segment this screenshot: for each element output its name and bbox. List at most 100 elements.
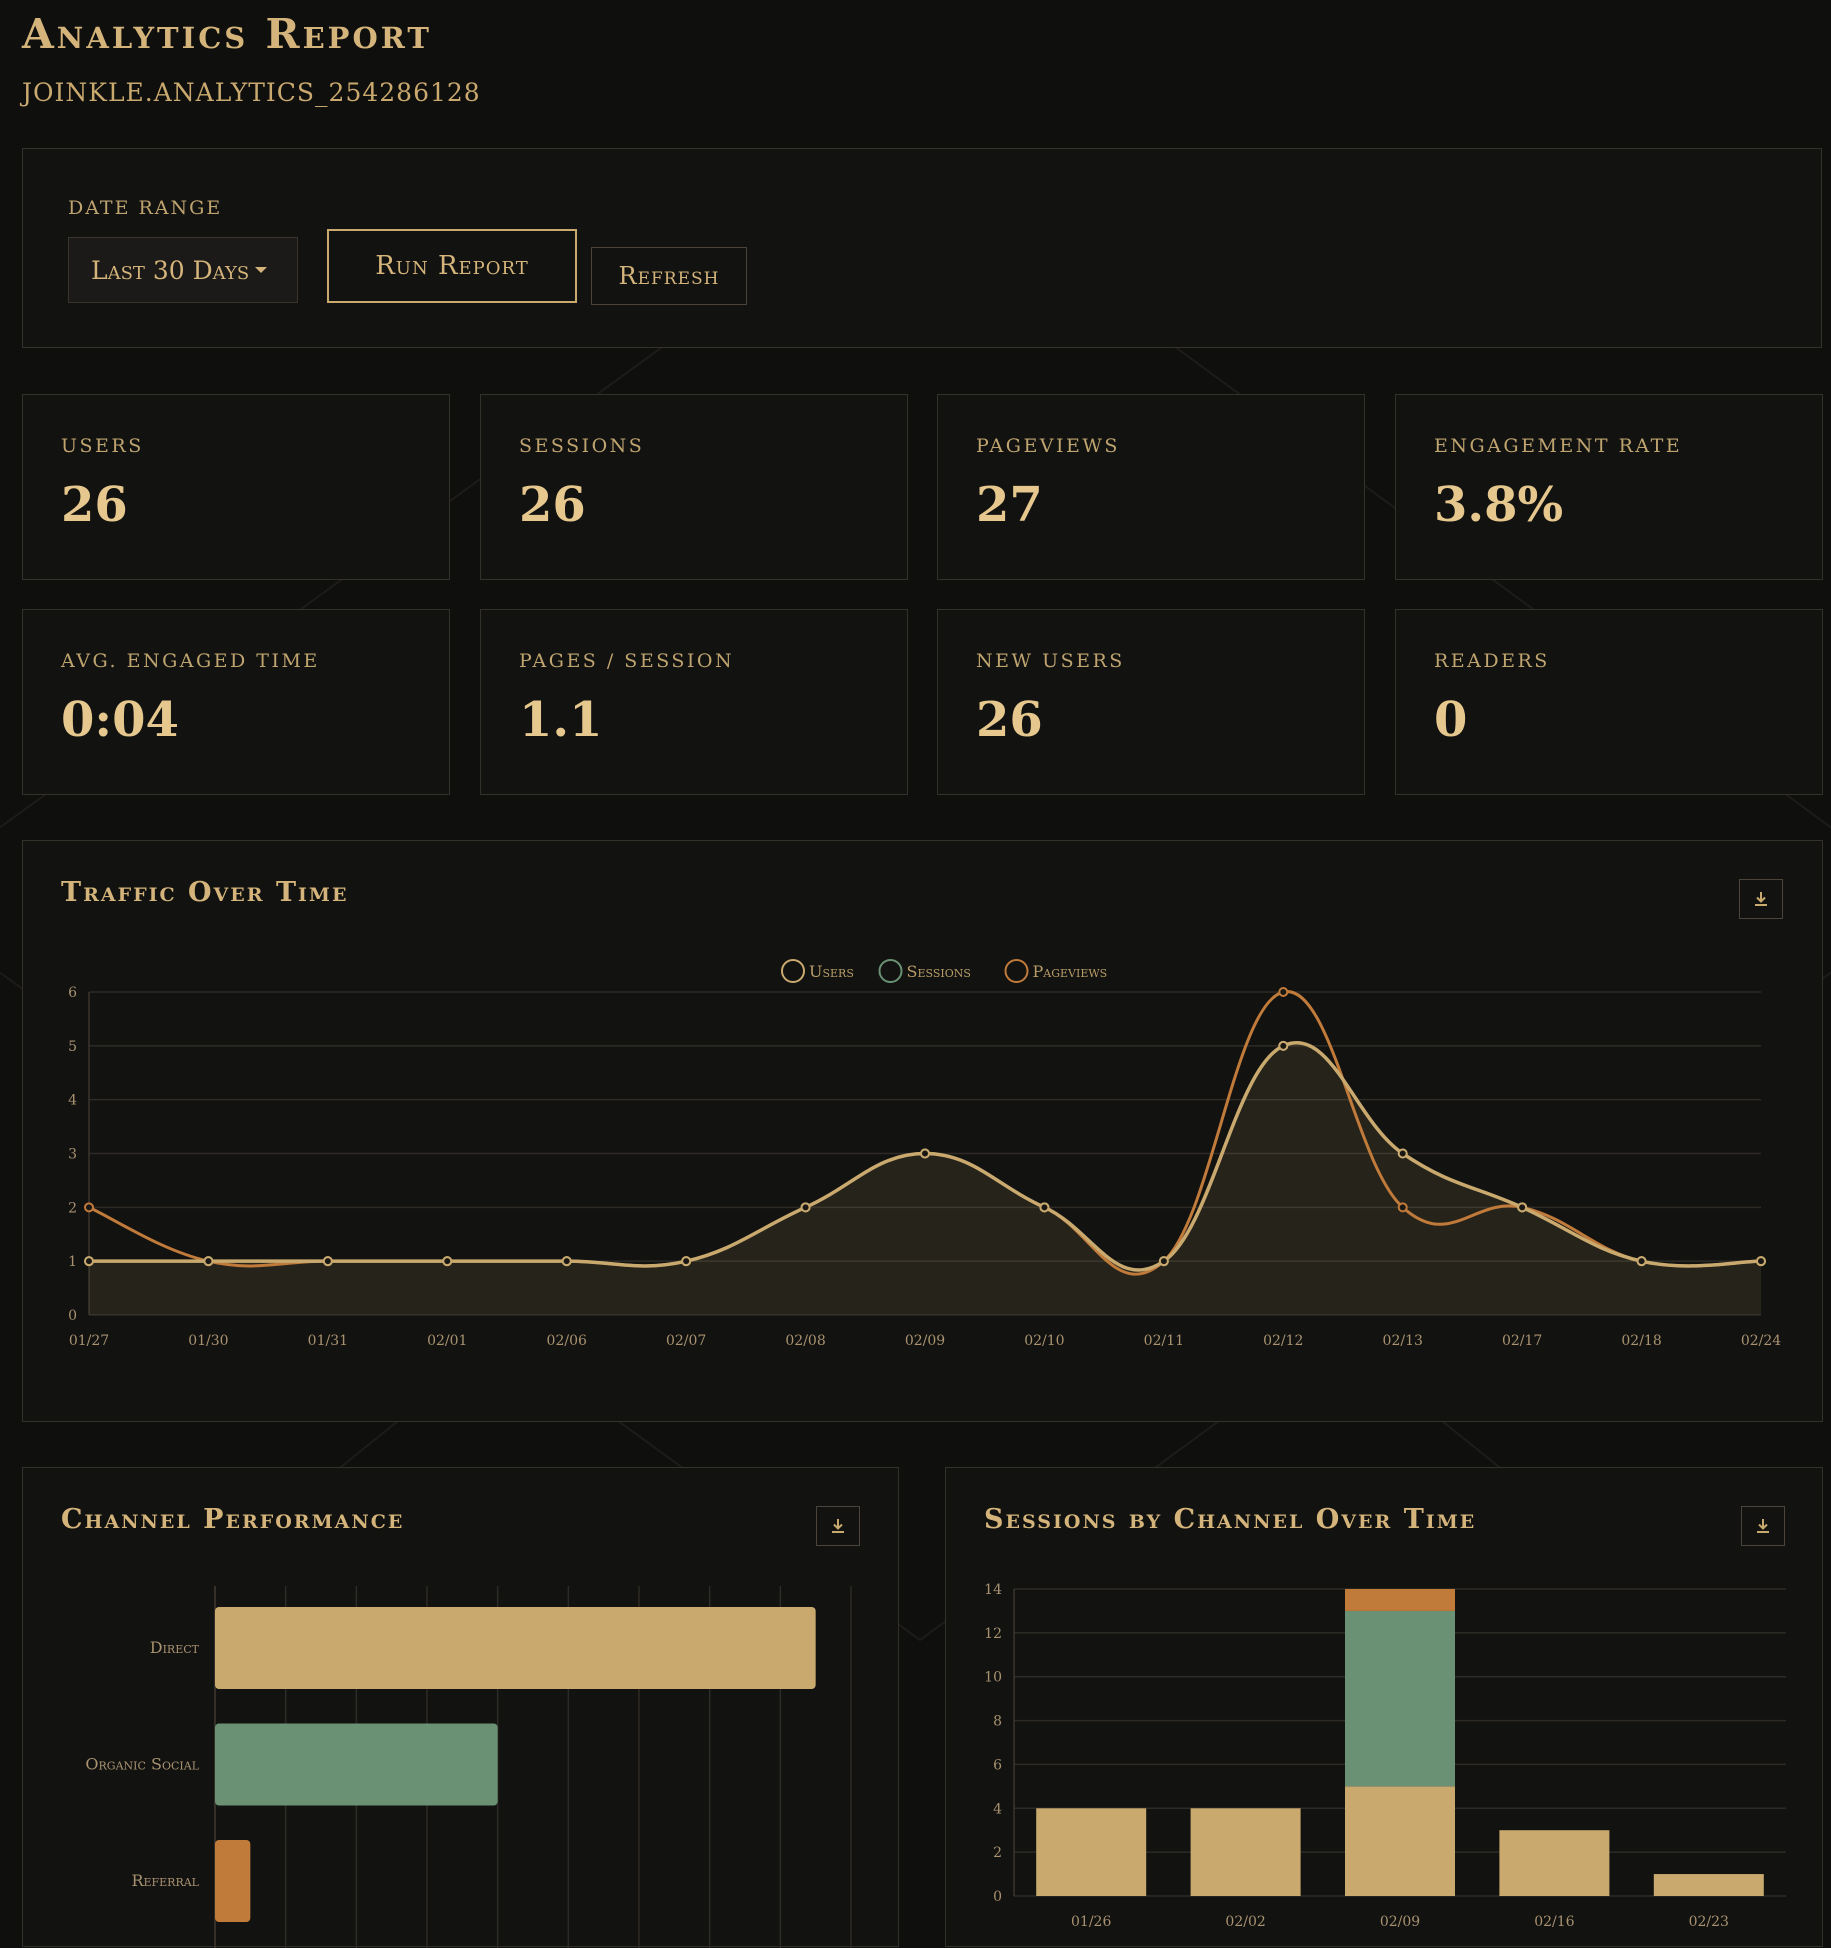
x-tick-label: 02/13 [1383,1333,1423,1349]
stat-card-pages-per-session: Pages / Session 1.1 [480,609,908,795]
traffic-chart-card: Traffic Over Time 0 1 2 3 4 5 6 01/27 01/30 01/31… [22,840,1823,1422]
download-icon [832,1519,844,1533]
stat-value: 26 [519,477,586,533]
stat-label: Pageviews [976,435,1120,457]
download-traffic-button[interactable] [1739,879,1783,919]
bar-direct [215,1607,816,1689]
data-point [84,1256,94,1267]
data-point [1517,1202,1528,1213]
data-point [1158,1256,1169,1267]
y-tick-label: 10 [984,1670,1002,1686]
stat-card-users: Users 26 [22,394,450,580]
stat-value: 26 [61,477,128,533]
data-point [681,1256,692,1267]
category-label: Referral [131,1871,199,1890]
y-tick-label: 5 [68,1039,77,1055]
download-icon [1757,1519,1769,1533]
x-tick-label: 02/12 [1263,1333,1303,1349]
x-tick-label: 02/09 [905,1333,945,1349]
data-point [561,1256,572,1267]
channel-chart-card: Channel Performance Direct Organic Social… [22,1467,899,1948]
sessions-channel-chart-title: Sessions by Channel Over Time [984,1504,1477,1535]
x-tick-label: 01/27 [69,1333,109,1349]
stat-label: Readers [1434,650,1550,672]
date-range-select[interactable]: Last 30 Days [68,237,298,303]
stat-value: 27 [976,477,1043,533]
x-tick-label: 02/10 [1024,1333,1064,1349]
stat-card-engagement-rate: Engagement Rate 3.8% [1395,394,1823,580]
run-report-button[interactable]: Run Report [327,229,577,303]
y-tick-label: 2 [68,1200,77,1216]
stat-card-readers: Readers 0 [1395,609,1823,795]
x-tick-label: 01/31 [308,1333,348,1349]
y-tick-label: 4 [68,1093,77,1109]
stat-value: 0 [1434,692,1468,748]
data-point [1278,987,1289,997]
x-tick-label: 02/16 [1534,1914,1574,1930]
x-tick-label: 02/18 [1621,1333,1661,1349]
stat-card-new-users: New Users 26 [937,609,1365,795]
y-tick-label: 4 [993,1801,1002,1817]
download-channel-button[interactable] [816,1506,860,1546]
refresh-button[interactable]: Refresh [591,247,747,305]
stacked-bar-segment [1499,1830,1610,1896]
x-tick-label: 01/26 [1071,1914,1111,1930]
download-icon [1755,892,1767,906]
date-range-value: Last 30 Days [91,255,250,285]
x-tick-label: 02/23 [1689,1914,1729,1930]
x-tick-label: 01/30 [188,1333,228,1349]
legend-swatch [878,959,903,983]
stat-value: 3.8% [1434,477,1564,533]
stat-value: 0:04 [61,692,179,748]
stacked-bar-segment [1653,1874,1764,1896]
page-title: Analytics Report [22,10,432,58]
traffic-chart: 0 1 2 3 4 5 6 01/27 01/30 01/31 02/01 02/06 02/07 02/… [68,959,1781,1349]
stat-label: Sessions [519,435,645,457]
stat-label: Pages / Session [519,650,735,672]
x-tick-label: 02/09 [1380,1914,1420,1930]
bar-organic-social [215,1723,498,1806]
x-tick-label: 02/07 [666,1333,706,1349]
y-tick-label: 2 [993,1845,1002,1861]
x-tick-label: 02/01 [427,1333,467,1349]
y-tick-label: 0 [68,1308,77,1324]
y-tick-label: 0 [993,1889,1002,1905]
stat-label: New Users [976,650,1125,672]
stat-label: Avg. Engaged Time [61,650,320,672]
y-tick-label: 6 [993,1757,1002,1773]
data-point [1636,1256,1647,1267]
stat-value: 26 [976,692,1043,748]
download-sessions-channel-button[interactable] [1741,1506,1785,1546]
data-point [920,1148,930,1159]
x-tick-label: 02/08 [785,1333,825,1349]
y-tick-label: 1 [68,1254,77,1270]
stat-card-avg-engaged-time: Avg. Engaged Time 0:04 [22,609,450,795]
legend-label: Users [809,962,854,981]
stat-label: Users [61,435,144,457]
stat-value: 1.1 [519,692,603,748]
data-point [442,1256,453,1267]
date-range-label: Date Range [68,197,223,219]
channel-chart-title: Channel Performance [61,1504,405,1535]
data-point [322,1256,333,1267]
stacked-bar-segment [1190,1808,1301,1896]
category-label: Direct [150,1638,200,1657]
stacked-bar-segment [1345,1786,1455,1896]
y-tick-label: 3 [68,1147,77,1163]
data-point [800,1202,811,1213]
category-label: Organic Social [85,1755,199,1774]
legend-label: Pageviews [1033,962,1108,981]
chevron-down-icon [255,267,268,273]
channel-chart: Direct Organic Social Referral [85,1586,852,1948]
series-line-users [89,1041,1762,1272]
x-tick-label: 02/17 [1502,1333,1542,1349]
stacked-bar-segment [1036,1808,1147,1896]
data-point [1756,1256,1766,1267]
data-point [203,1256,214,1267]
x-tick-label: 02/06 [547,1333,587,1349]
data-point [1397,1202,1408,1213]
stacked-bar-segment [1345,1589,1455,1611]
y-tick-label: 14 [984,1582,1002,1598]
sessions-channel-chart: 0 2 4 6 8 10 12 14 01/26 02/02 02/09 02/16 02/23 [984,1582,1786,1930]
x-tick-label: 02/11 [1144,1333,1184,1349]
